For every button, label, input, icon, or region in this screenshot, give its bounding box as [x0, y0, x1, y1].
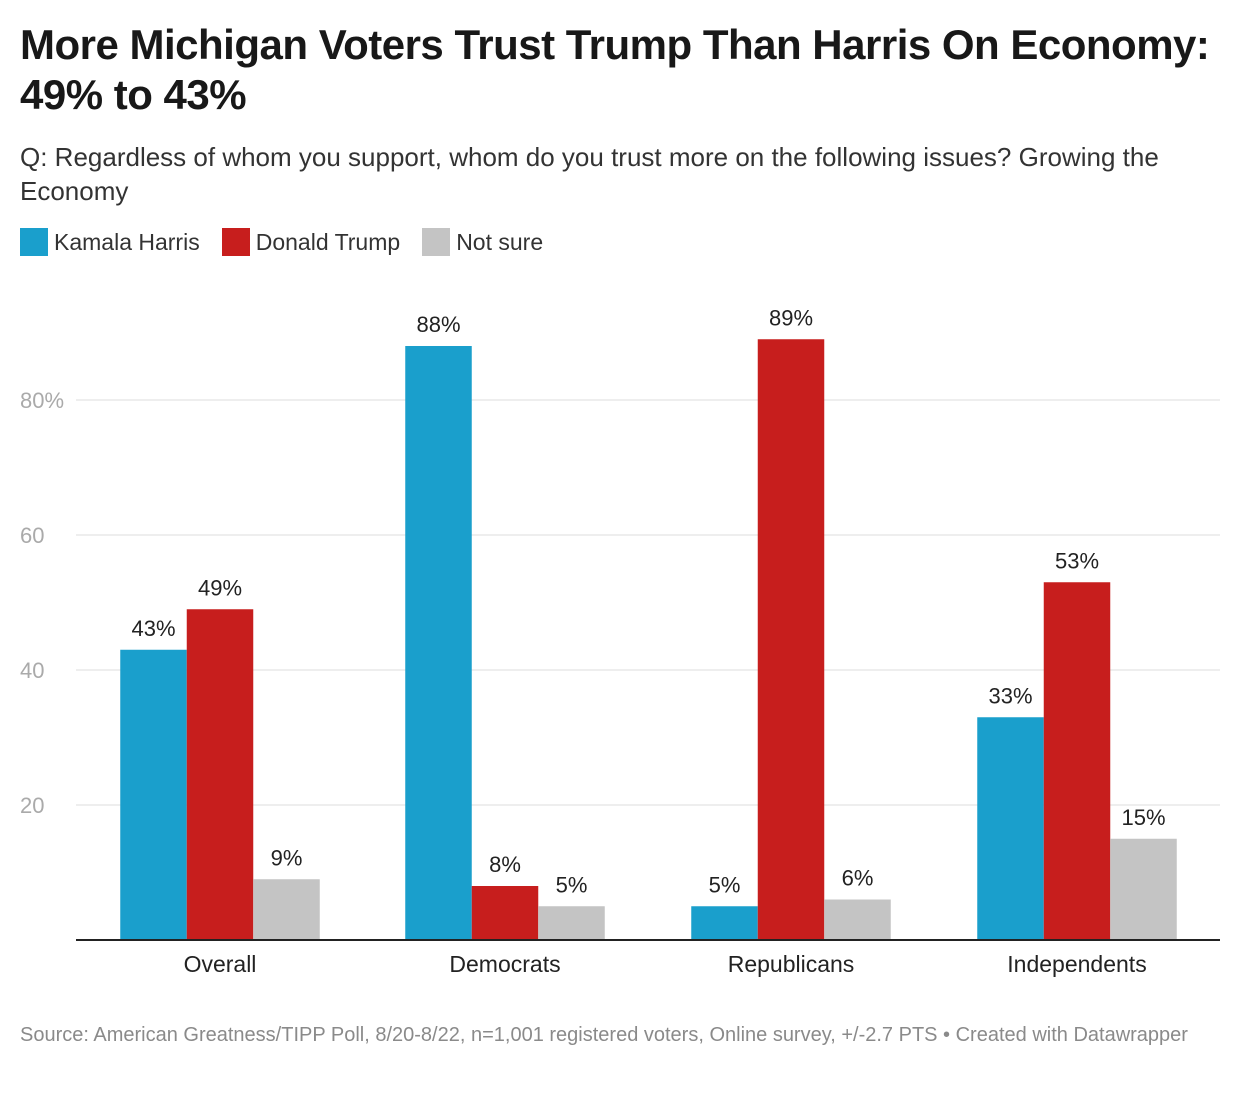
- data-label: 53%: [1055, 548, 1099, 573]
- data-label: 43%: [131, 616, 175, 641]
- y-tick-label: 20: [20, 793, 44, 818]
- x-tick-label: Overall: [184, 951, 257, 977]
- bar: [471, 886, 539, 940]
- data-label: 8%: [489, 852, 521, 877]
- data-label: 15%: [1121, 805, 1165, 830]
- data-label: 89%: [769, 305, 813, 330]
- x-tick-label: Democrats: [449, 951, 560, 977]
- bar: [824, 899, 891, 940]
- bar: [186, 609, 254, 940]
- bar: [757, 339, 825, 940]
- data-label: 5%: [709, 872, 741, 897]
- bar-chart: 20 40 60 80% 43% 88% 5% 33% 49% 8% 89% 53% 9% 5% 6% 15%…: [20, 305, 1220, 977]
- legend-item-not-sure: Not sure: [422, 228, 543, 256]
- legend-item-trump: Donald Trump: [221, 228, 401, 256]
- x-tick-label: Independents: [1007, 951, 1146, 977]
- chart-subtitle: Q: Regardless of whom you support, whom …: [20, 142, 1159, 206]
- bar: [1110, 838, 1177, 940]
- data-label: 33%: [988, 683, 1032, 708]
- x-tick-label: Republicans: [728, 951, 855, 977]
- bar: [253, 879, 320, 940]
- legend-label-harris: Kamala Harris: [54, 228, 200, 255]
- legend-swatch-not-sure: [422, 228, 451, 256]
- data-label: 88%: [416, 312, 460, 337]
- legend-item-harris: Kamala Harris: [20, 228, 200, 256]
- y-tick-label: 80%: [20, 388, 64, 413]
- data-label: 6%: [842, 866, 874, 891]
- chart-title: More Michigan Voters Trust Trump Than Ha…: [20, 21, 1210, 118]
- data-label: 9%: [271, 845, 303, 870]
- bar: [120, 649, 187, 940]
- legend-label-trump: Donald Trump: [255, 228, 401, 255]
- y-tick-label: 60: [20, 523, 44, 548]
- bar: [405, 346, 472, 940]
- y-tick-label: 40: [20, 658, 44, 683]
- legend-label-not-sure: Not sure: [456, 228, 544, 255]
- bar: [977, 717, 1044, 940]
- bar: [538, 906, 605, 940]
- legend: Kamala Harris Donald Trump Not sure: [20, 228, 565, 256]
- data-label: 5%: [556, 872, 588, 897]
- bar: [1043, 582, 1111, 940]
- legend-swatch-harris: [20, 228, 48, 256]
- data-label: 49%: [198, 575, 242, 600]
- source-note: Source: American Greatness/TIPP Poll, 8/…: [20, 1024, 1188, 1046]
- legend-swatch-trump: [221, 228, 250, 256]
- bar: [691, 906, 758, 940]
